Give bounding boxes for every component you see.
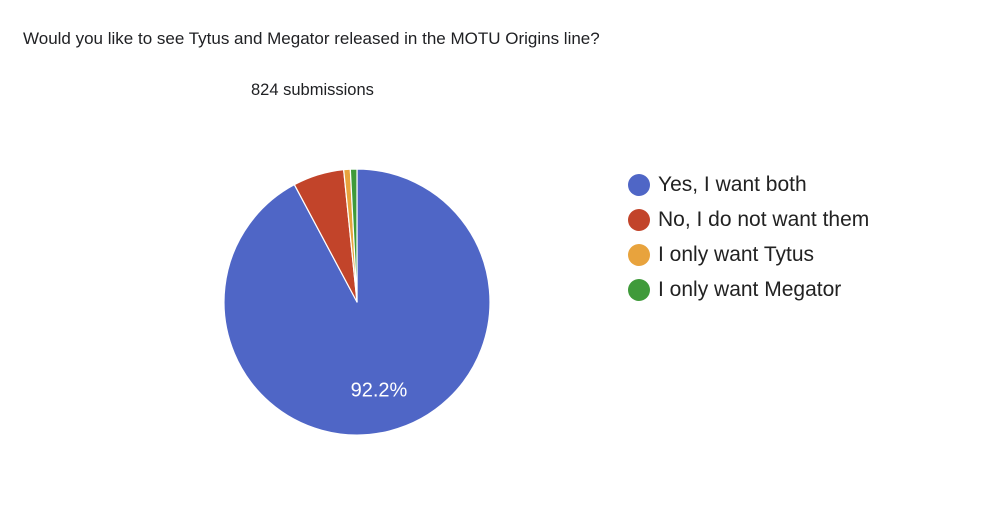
legend-item-1: No, I do not want them — [628, 202, 869, 237]
legend-label: I only want Tytus — [658, 242, 815, 266]
pie-data-labels: 92.2% — [351, 380, 408, 402]
legend-item-0: Yes, I want both — [628, 167, 869, 202]
question-title: Would you like to see Tytus and Megator … — [23, 29, 600, 48]
pie-slice-3 — [349, 168, 358, 303]
submissions-count: 824 submissions — [251, 81, 374, 99]
legend-label: Yes, I want both — [658, 172, 807, 196]
legend-label: No, I do not want them — [658, 207, 870, 231]
legend-swatch-icon — [628, 243, 650, 266]
chart-legend: Yes, I want both No, I do not want them I … — [628, 167, 869, 307]
slice-data-label-0: 92.2% — [351, 380, 408, 402]
pie-slices — [223, 168, 491, 436]
legend-item-2: I only want Tytus — [628, 237, 869, 272]
legend-label: I only want Megator — [658, 277, 842, 301]
legend-swatch-icon — [628, 173, 650, 196]
legend-swatch-icon — [628, 278, 650, 301]
legend-item-3: I only want Megator — [628, 272, 869, 307]
legend-swatch-icon — [628, 208, 650, 231]
